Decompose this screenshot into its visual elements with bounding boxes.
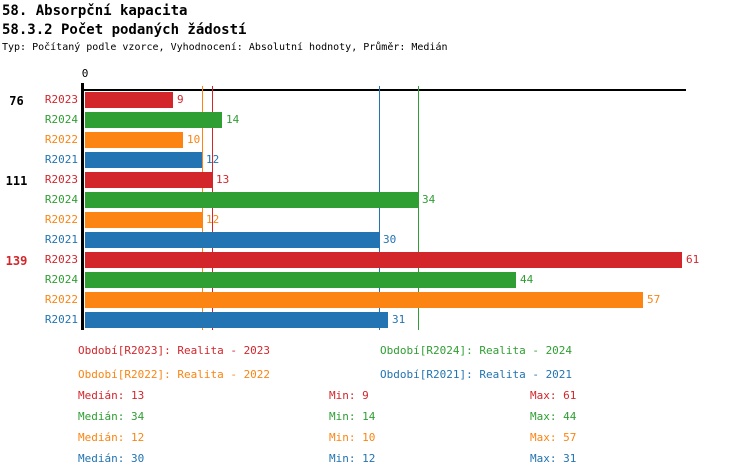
legend-item-r2023: Období[R2023]: Realita - 2023	[78, 344, 271, 357]
bar-label-r2021-g0: R2021	[44, 153, 78, 166]
bar-r2023-g0	[85, 92, 173, 108]
group-label-76: 76	[9, 94, 24, 108]
stat-median-r2021: Medián: 30	[78, 452, 145, 465]
axis-zero-label: 0	[81, 67, 89, 80]
stat-median-r2023: Medián: 13	[78, 389, 145, 402]
bar-label-r2022-g0: R2022	[44, 133, 78, 146]
x-axis-line	[84, 89, 686, 91]
bar-label-r2024-g2: R2024	[44, 273, 78, 286]
legend-item-r2022: Období[R2022]: Realita - 2022	[78, 368, 271, 381]
stat-min-r2022: Min: 10	[329, 431, 376, 444]
stat-max-r2024: Max: 44	[530, 410, 577, 423]
page-title: 58. Absorpční kapacita	[2, 3, 188, 19]
group-label-111: 111	[5, 174, 28, 188]
bar-label-r2023-g1: R2023	[44, 173, 78, 186]
stat-min-r2023: Min: 9	[329, 389, 369, 402]
bar-label-r2021-g2: R2021	[44, 313, 78, 326]
bar-label-r2023-g0: R2023	[44, 93, 78, 106]
chart-legend: Období[R2023]: Realita - 2023 Období[R20…	[78, 344, 738, 382]
stat-max-r2022: Max: 57	[530, 431, 577, 444]
stat-min-r2021: Min: 12	[329, 452, 376, 465]
bar-r2024-g1	[85, 192, 418, 208]
bar-r2022-g1	[85, 212, 202, 228]
bar-value-r2023-g0: 9	[177, 93, 184, 106]
bar-r2021-g1	[85, 232, 379, 248]
bar-r2024-g0	[85, 112, 222, 128]
stat-max-r2023: Max: 61	[530, 389, 577, 402]
bar-value-r2024-g2: 44	[520, 273, 534, 286]
bar-value-r2023-g1: 13	[216, 173, 230, 186]
bar-label-r2024-g0: R2024	[44, 113, 78, 126]
bar-label-r2022-g2: R2022	[44, 293, 78, 306]
bar-value-r2023-g2: 61	[686, 253, 700, 266]
stat-max-r2021: Max: 31	[530, 452, 577, 465]
median-line-r2023	[212, 86, 213, 330]
bar-r2021-g0	[85, 152, 202, 168]
page-subtitle: 58.3.2 Počet podaných žádostí	[2, 22, 247, 38]
stat-median-r2024: Medián: 34	[78, 410, 145, 423]
stat-median-r2022: Medián: 12	[78, 431, 145, 444]
bar-r2021-g2	[85, 312, 388, 328]
chart-stats: Medián: 13 Min: 9 Max: 61 Medián: 34 Min…	[78, 389, 738, 466]
bar-value-r2022-g1: 12	[206, 213, 220, 226]
bar-label-r2022-g1: R2022	[44, 213, 78, 226]
bar-value-r2022-g0: 10	[187, 133, 201, 146]
legend-item-r2021: Období[R2021]: Realita - 2021	[380, 368, 573, 381]
median-line-r2021	[379, 86, 380, 330]
chart-meta-line: Typ: Počítaný podle vzorce, Vyhodnocení:…	[2, 42, 448, 53]
bar-value-r2024-g0: 14	[226, 113, 240, 126]
bar-value-r2024-g1: 34	[422, 193, 436, 206]
bar-label-r2024-g1: R2024	[44, 193, 78, 206]
bar-label-r2021-g1: R2021	[44, 233, 78, 246]
bar-value-r2021-g2: 31	[392, 313, 406, 326]
grouped-bar-chart: 0 76 R2023 9 R2024 14 R2022 10 R2021 12 111 R2023 13…	[5, 67, 700, 330]
median-line-r2024	[418, 86, 419, 330]
group-label-139: 139	[5, 254, 28, 268]
bar-r2023-g2	[85, 252, 682, 268]
y-axis-line	[81, 83, 84, 330]
bar-r2022-g0	[85, 132, 183, 148]
bar-value-r2021-g1: 30	[383, 233, 397, 246]
bar-r2023-g1	[85, 172, 212, 188]
bar-r2022-g2	[85, 292, 643, 308]
median-line-r2022	[202, 86, 203, 330]
bar-r2024-g2	[85, 272, 516, 288]
stat-min-r2024: Min: 14	[329, 410, 376, 423]
legend-item-r2024: Období[R2024]: Realita - 2024	[380, 344, 573, 357]
bar-value-r2022-g2: 57	[647, 293, 661, 306]
bar-label-r2023-g2: R2023	[44, 253, 78, 266]
bar-value-r2021-g0: 12	[206, 153, 220, 166]
